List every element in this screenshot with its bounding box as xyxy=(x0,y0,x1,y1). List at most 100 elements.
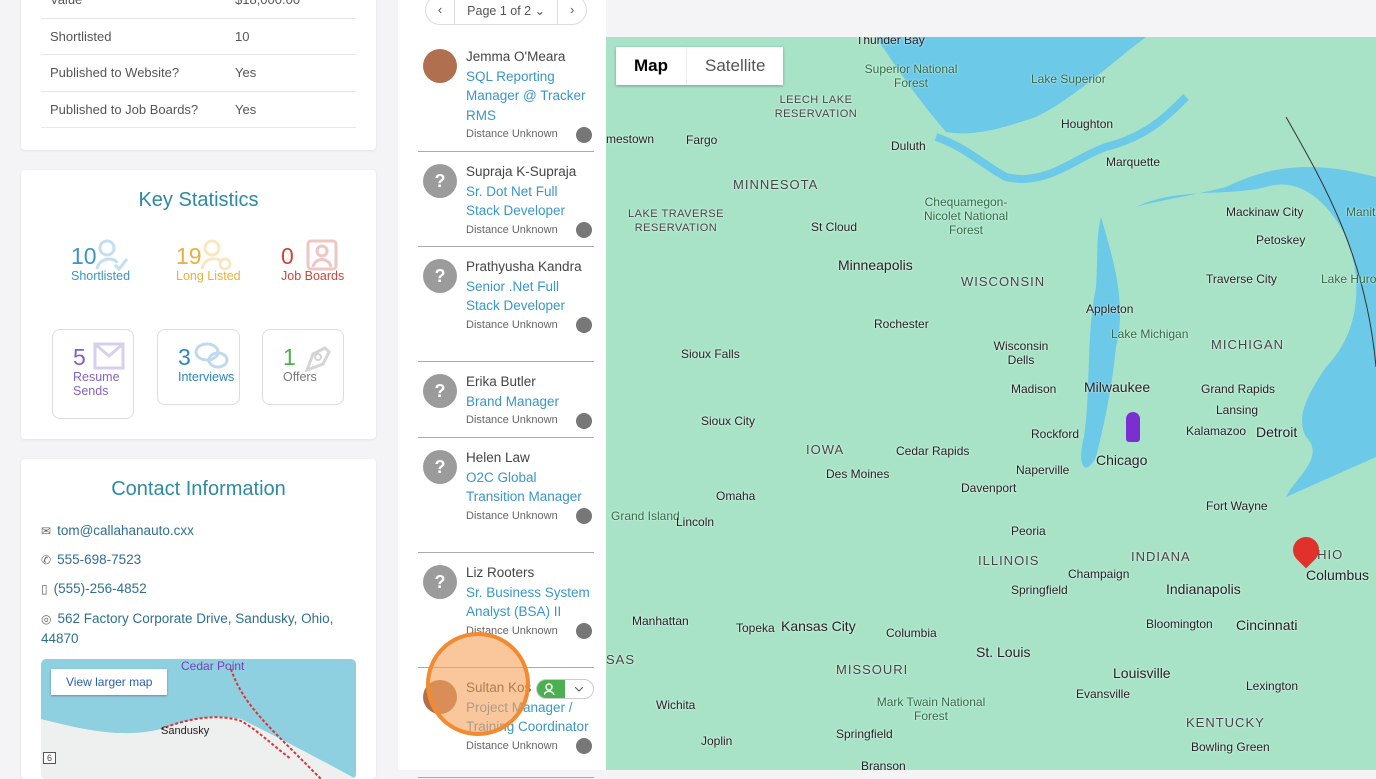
map-label: Indianapolis xyxy=(1166,581,1241,597)
detail-value: Yes xyxy=(235,65,257,81)
map-label: LAKE TRAVERSE RESERVATION xyxy=(628,208,724,234)
map-label: Wichita xyxy=(656,698,696,712)
candidate-action-button[interactable] xyxy=(536,679,594,699)
stat-shortlisted[interactable]: 10 Shortlisted xyxy=(71,239,141,283)
map-label: Manitoulin Island xyxy=(1345,205,1376,219)
map-label: INDIANA xyxy=(1131,549,1191,564)
candidate-name[interactable]: Jemma O'Meara xyxy=(466,49,566,64)
map-tab[interactable]: Map xyxy=(616,47,687,85)
map-label: ILLINOIS xyxy=(978,553,1040,568)
next-page-button[interactable]: › xyxy=(570,3,575,17)
candidate-name[interactable]: Liz Rooters xyxy=(466,565,535,580)
candidate-photo xyxy=(423,49,457,83)
map-label: Houghton xyxy=(1061,117,1114,131)
candidate-title[interactable]: O2C Global Transition Manager xyxy=(466,469,582,505)
stat-label: Job Boards xyxy=(281,269,345,283)
prev-page-button[interactable]: ‹ xyxy=(426,0,456,24)
candidate-item[interactable]: ? Erika Butler Brand Manager Distance Un… xyxy=(418,362,594,438)
map-label: Omaha xyxy=(716,489,756,503)
default-avatar-icon: ? xyxy=(423,259,457,293)
map-label: Wisconsin Dells xyxy=(993,339,1049,367)
stat-value: 10 xyxy=(71,243,97,269)
candidate-name[interactable]: Erika Butler xyxy=(466,374,536,389)
phone-link[interactable]: ✆ 555-698-7523 xyxy=(41,552,142,567)
map-label: Kalamazoo xyxy=(1186,424,1247,438)
default-avatar-icon: ? xyxy=(423,565,457,599)
stat-value: 19 xyxy=(176,243,202,269)
stat-value: 3 xyxy=(178,344,191,370)
candidate-item[interactable]: Jemma O'Meara SQL Reporting Manager @ Tr… xyxy=(418,37,594,152)
stat-offers[interactable]: 1 Offers xyxy=(262,329,344,405)
satellite-tab[interactable]: Satellite xyxy=(705,56,766,75)
candidate-distance: Distance Unknown xyxy=(466,223,558,236)
map-label: Milwaukee xyxy=(1084,379,1151,395)
mobile-link[interactable]: ▯ (555)-256-4852 xyxy=(41,581,147,596)
candidate-name[interactable]: Helen Law xyxy=(466,450,530,465)
detail-row: Value$18,000.00 xyxy=(41,0,356,19)
stat-job-boards[interactable]: 0 Job Boards xyxy=(281,239,351,283)
page-select[interactable]: Page 1 of 2 ⌄ xyxy=(455,0,559,24)
key-statistics-card: Key Statistics 10 Shortlisted 19 Long Liste… xyxy=(21,170,376,439)
candidate-distance: Distance Unknown xyxy=(466,414,558,426)
map-label: Lincoln xyxy=(676,515,715,529)
location-pin-icon: ◎ xyxy=(41,612,52,626)
pen-nib-icon xyxy=(304,346,331,372)
candidate-distance: Distance Unknown xyxy=(466,509,558,522)
envelope-icon xyxy=(93,342,125,370)
status-dot-icon xyxy=(576,623,592,640)
candidate-title[interactable]: Senior .Net Full Stack Developer xyxy=(466,278,566,314)
map-label: Columbia xyxy=(886,626,937,640)
map-label: MISSOURI xyxy=(836,662,909,677)
map-label: Traverse City xyxy=(1206,272,1277,286)
detail-label: Published to Job Boards? xyxy=(50,101,199,117)
address-text: ◎ 562 Factory Corporate Drive, Sandusky, … xyxy=(41,611,334,646)
stat-long-listed[interactable]: 19 Long Listed xyxy=(176,239,246,283)
map-land xyxy=(41,668,356,779)
map-label: mestown xyxy=(606,132,655,146)
map-label: Sioux City xyxy=(701,414,756,428)
candidate-distance: Distance Unknown xyxy=(466,128,558,140)
map-label: Chequamegon-Nicolet National Forest xyxy=(923,195,1009,237)
map-label: St Cloud xyxy=(811,220,858,234)
map-label: Lake Michigan xyxy=(1111,327,1189,341)
candidate-title[interactable]: SQL Reporting Manager @ Tracker RMS xyxy=(466,68,586,123)
view-larger-map-button[interactable]: View larger map xyxy=(51,669,168,695)
map-label: Petoskey xyxy=(1256,233,1306,247)
map-label: St. Louis xyxy=(976,644,1031,660)
route-shield: 6 xyxy=(43,752,57,764)
candidate-name[interactable]: Prathyusha Kandra xyxy=(466,259,582,274)
contact-information-card: Contact Information ✉ tom@callahanauto.cx… xyxy=(21,459,376,779)
purple-marker-icon[interactable] xyxy=(1126,412,1140,442)
candidate-title[interactable]: Brand Manager xyxy=(466,393,560,409)
location-map[interactable]: View larger map Cedar Point Sandusky 6 xyxy=(41,659,356,779)
map-label: WISCONSIN xyxy=(961,274,1046,289)
map-label: Marquette xyxy=(1106,155,1161,169)
stat-interviews[interactable]: 3 Interviews xyxy=(157,329,240,405)
candidate-distance: Distance Unknown xyxy=(466,318,558,331)
map-label: Lansing xyxy=(1216,403,1259,417)
map-label: Detroit xyxy=(1256,424,1298,440)
map-label: Manhattan xyxy=(632,614,689,628)
shortlist-icon[interactable] xyxy=(537,680,565,698)
candidate-item[interactable]: ? Prathyusha Kandra Senior .Net Full Sta… xyxy=(418,247,594,362)
email-link[interactable]: ✉ tom@callahanauto.cxx xyxy=(41,523,194,538)
map-label: Des Moines xyxy=(826,467,890,481)
status-dot-icon xyxy=(576,508,592,525)
click-highlight xyxy=(426,632,530,736)
detail-value: 10 xyxy=(235,28,250,44)
candidate-title[interactable]: Sr. Dot Net Full Stack Developer xyxy=(466,183,566,219)
map-label: Kansas City xyxy=(781,618,856,634)
map-label: Lake Huron xyxy=(1321,272,1376,286)
stat-label: Interviews xyxy=(178,370,235,384)
candidate-name[interactable]: Supraja K-Supraja xyxy=(466,164,577,179)
id-badge-icon xyxy=(306,239,338,271)
chevron-down-icon[interactable] xyxy=(565,680,593,698)
candidate-item[interactable]: ? Supraja K-Supraja Sr. Dot Net Full Sta… xyxy=(418,152,594,247)
map-label: KENTUCKY xyxy=(1186,715,1265,730)
candidate-map[interactable]: Map Satellite Thunder Bay Superior Nation… xyxy=(606,37,1376,770)
contact-title: Contact Information xyxy=(111,478,286,500)
stat-resume-sends[interactable]: 5 Resume Sends xyxy=(52,329,134,419)
candidate-item[interactable]: ? Helen Law O2C Global Transition Manage… xyxy=(418,438,594,553)
candidate-title[interactable]: Sr. Business System Analyst (BSA) II xyxy=(466,584,590,620)
pagination: ‹ Page 1 of 2 ⌄ › xyxy=(425,0,588,25)
